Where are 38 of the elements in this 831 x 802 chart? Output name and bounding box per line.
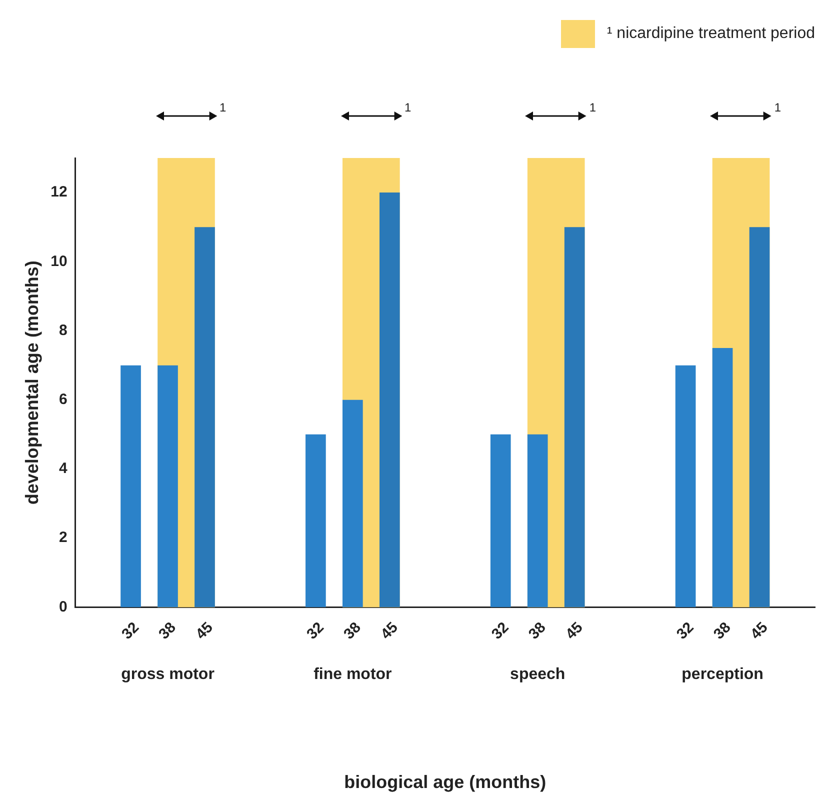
bar (120, 365, 141, 608)
x-tick-label: gross motor (121, 666, 214, 684)
x-tick-label: speech (510, 666, 566, 684)
text: 38 (525, 619, 550, 643)
x-axis-title: biological age (months) (344, 772, 546, 792)
x-tick-label: perception (682, 666, 764, 684)
bar (342, 400, 363, 608)
y-tick-label: 2 (58, 529, 68, 546)
bar (306, 434, 326, 608)
text: 45 (378, 619, 402, 643)
text: 32 (304, 619, 328, 643)
text: 45 (747, 619, 772, 643)
text: 38 (156, 619, 180, 643)
y-tick-label: 6 (58, 391, 68, 408)
bar (527, 434, 548, 608)
x-tick-label: fine motor (314, 666, 392, 684)
y-tick-label: 8 (58, 322, 68, 339)
y-tick-label: 10 (50, 252, 68, 270)
bar (675, 365, 696, 608)
bar (158, 365, 178, 608)
text: 32 (488, 619, 512, 643)
text: 45 (562, 619, 586, 643)
y-tick-label: 0 (58, 598, 68, 616)
text: 32 (118, 619, 142, 643)
text: 32 (673, 619, 698, 643)
legend-label: ¹ nicardipine treatment period (606, 25, 815, 43)
y-axis-title: developmental age (months) (22, 260, 42, 505)
bar (490, 434, 511, 608)
y-tick-label: 12 (50, 184, 68, 201)
text: 1 (589, 100, 596, 114)
text: 1 (774, 100, 782, 114)
text: 45 (192, 619, 216, 643)
text: 1 (404, 100, 412, 114)
y-tick-label: 4 (58, 460, 68, 478)
text: 38 (340, 619, 364, 643)
text: 38 (710, 619, 734, 643)
bar (712, 348, 733, 608)
text: 1 (220, 100, 227, 114)
